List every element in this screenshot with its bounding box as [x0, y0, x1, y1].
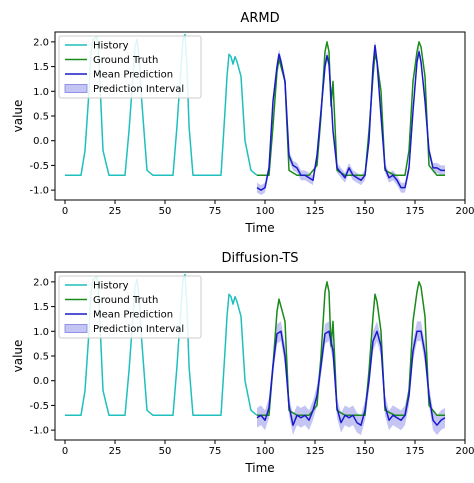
x-tick-label: 175 — [405, 446, 424, 457]
legend-label: Prediction Interval — [93, 324, 184, 335]
y-tick-label: 0.0 — [33, 136, 49, 147]
legend-box — [58, 275, 202, 339]
x-tick-label: 0 — [62, 446, 68, 457]
mean-prediction-line — [256, 330, 446, 426]
legend-label: Ground Truth — [93, 295, 158, 306]
legend-label: Mean Prediction — [93, 310, 173, 321]
x-tick-label: 150 — [355, 446, 374, 457]
y-tick-label: -0.5 — [29, 161, 49, 172]
x-tick-label: 125 — [305, 446, 324, 457]
x-tick-label: 75 — [209, 446, 222, 457]
x-axis-label: Time — [244, 221, 274, 235]
y-tick-label: 1.0 — [33, 327, 49, 338]
x-tick-label: 200 — [455, 446, 474, 457]
legend-label: Ground Truth — [93, 55, 158, 66]
y-tick-label: 0.0 — [33, 376, 49, 387]
x-tick-label: 200 — [455, 206, 474, 217]
legend-label: History — [93, 41, 129, 52]
x-tick-label: 25 — [109, 446, 122, 457]
y-tick-label: -0.5 — [29, 401, 49, 412]
legend-label: Prediction Interval — [93, 84, 184, 95]
legend-swatch-band — [64, 324, 88, 333]
x-tick-label: 100 — [255, 446, 274, 457]
chart-title: Diffusion-TS — [221, 251, 298, 266]
y-tick-label: 2.0 — [33, 37, 49, 48]
y-tick-label: -1.0 — [29, 186, 49, 197]
legend: History Ground Truth Mean Prediction Predic… — [58, 275, 202, 339]
x-tick-label: 25 — [109, 206, 122, 217]
x-tick-label: 175 — [405, 206, 424, 217]
legend-label: Mean Prediction — [93, 70, 173, 81]
y-axis-label: value — [11, 340, 25, 373]
y-tick-label: 0.5 — [33, 112, 49, 123]
legend-label: History — [93, 281, 129, 292]
plot-frame — [54, 271, 466, 441]
legend-swatch-band — [64, 84, 88, 93]
x-tick-label: 50 — [159, 446, 172, 457]
y-tick-label: -1.0 — [29, 426, 49, 437]
chart-panel-0: ARMD value Time 0 25 50 75 100 125 150 175 200 -1.0 -… — [11, 11, 474, 235]
plot-frame — [54, 31, 466, 201]
chart-panel-1: Diffusion-TS value Time 0 25 50 75 100 125 150 175… — [11, 251, 474, 475]
y-tick-label: 1.5 — [33, 302, 49, 313]
x-tick-label: 50 — [159, 206, 172, 217]
y-tick-label: 1.5 — [33, 62, 49, 73]
x-tick-label: 125 — [305, 206, 324, 217]
y-axis-label: value — [11, 100, 25, 133]
y-tick-label: 2.0 — [33, 277, 49, 288]
legend-box — [58, 35, 202, 99]
legend: History Ground Truth Mean Prediction Predic… — [58, 35, 202, 99]
prediction-interval-band — [257, 321, 445, 436]
x-tick-label: 0 — [62, 206, 68, 217]
y-tick-label: 0.5 — [33, 352, 49, 363]
x-tick-label: 75 — [209, 206, 222, 217]
x-tick-label: 100 — [255, 206, 274, 217]
x-tick-label: 150 — [355, 206, 374, 217]
mean-prediction-line — [256, 44, 445, 191]
x-axis-label: Time — [244, 461, 274, 475]
y-tick-label: 1.0 — [33, 87, 49, 98]
chart-title: ARMD — [240, 11, 279, 26]
ground-truth-line — [257, 281, 445, 417]
